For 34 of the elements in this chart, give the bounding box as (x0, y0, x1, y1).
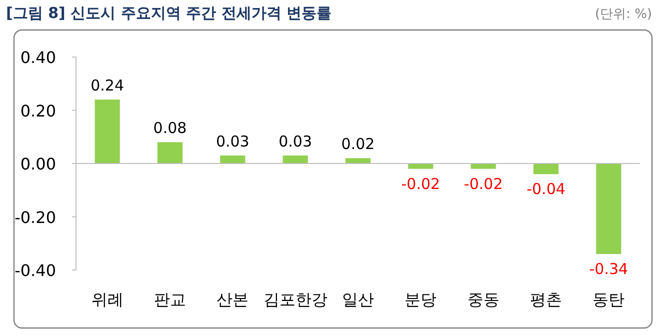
data-label: -0.34 (589, 260, 628, 278)
bar (470, 164, 496, 169)
data-label: 0.02 (341, 135, 375, 154)
bar (408, 164, 434, 169)
bar (345, 158, 371, 164)
y-tick-label: 0.00 (20, 154, 56, 174)
bar (282, 156, 308, 164)
x-tick-label: 분당 (404, 290, 437, 309)
text: (단위: %) (594, 7, 652, 22)
bar (157, 142, 183, 164)
y-tick-label: 0.20 (20, 101, 56, 120)
data-label: 0.24 (90, 76, 124, 95)
data-label: -0.02 (464, 174, 503, 193)
data-label: -0.04 (526, 180, 566, 198)
x-tick-label: 위례 (91, 290, 124, 309)
x-tick-label: 평촌 (530, 290, 562, 309)
data-label: 0.03 (278, 132, 312, 151)
bar (533, 164, 559, 174)
data-label: 0.03 (216, 132, 250, 151)
y-tick-label: 0.40 (20, 48, 56, 67)
x-tick-label: 산본 (216, 290, 249, 309)
bar (94, 100, 120, 164)
y-tick-label: -0.20 (14, 208, 56, 227)
x-tick-label: 중동 (467, 290, 500, 309)
x-tick-label: 김포한강 (263, 290, 328, 309)
x-tick-label: 판교 (154, 290, 186, 309)
chart-title: [그림 8] 신도시 주요지역 주간 전세가격 변동률 (6, 4, 332, 22)
bar (220, 156, 246, 164)
x-tick-label: 동탄 (592, 290, 625, 309)
data-label: -0.02 (401, 174, 440, 193)
data-label: 0.08 (153, 119, 187, 138)
bar (596, 164, 622, 254)
y-tick-label: -0.40 (14, 261, 56, 280)
x-tick-label: 일산 (342, 290, 374, 309)
